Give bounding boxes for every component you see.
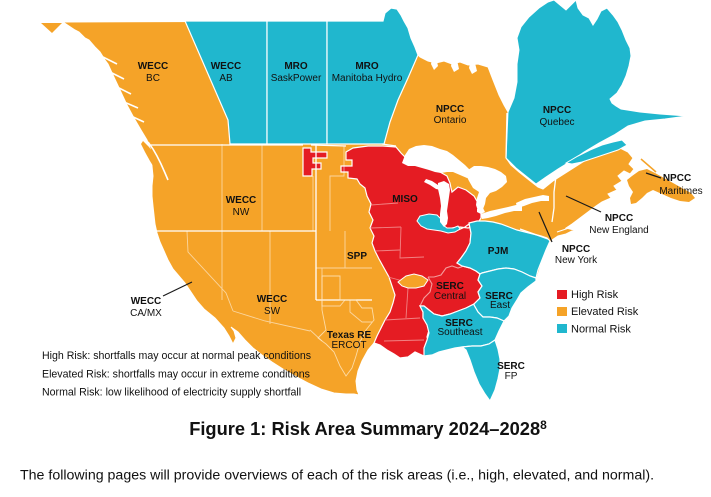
svg-text:East: East bbox=[490, 300, 510, 311]
svg-text:Elevated Risk: shortfalls may: Elevated Risk: shortfalls may occur in e… bbox=[42, 369, 310, 381]
svg-text:PJM: PJM bbox=[488, 246, 509, 257]
svg-text:Manitoba Hydro: Manitoba Hydro bbox=[332, 73, 403, 84]
svg-text:Central: Central bbox=[434, 291, 466, 302]
svg-text:High Risk: shortfalls may occu: High Risk: shortfalls may occur at norma… bbox=[42, 350, 311, 362]
svg-text:BC: BC bbox=[146, 73, 160, 84]
svg-text:The following pages will provi: The following pages will provide overvie… bbox=[20, 468, 654, 484]
svg-text:ERCOT: ERCOT bbox=[332, 340, 367, 351]
svg-text:CA/MX: CA/MX bbox=[130, 308, 162, 319]
svg-text:NPCC: NPCC bbox=[436, 104, 464, 115]
svg-text:NPCC: NPCC bbox=[663, 173, 691, 184]
svg-text:SERC: SERC bbox=[497, 361, 525, 372]
svg-text:NW: NW bbox=[233, 207, 250, 218]
svg-text:WECC: WECC bbox=[211, 61, 242, 72]
svg-text:MRO: MRO bbox=[355, 61, 379, 72]
svg-text:SPP: SPP bbox=[347, 251, 367, 262]
svg-text:MRO: MRO bbox=[284, 61, 308, 72]
svg-text:Normal Risk: Normal Risk bbox=[571, 324, 631, 336]
svg-text:NPCC: NPCC bbox=[562, 244, 590, 255]
svg-text:Maritimes: Maritimes bbox=[659, 186, 702, 197]
svg-text:Quebec: Quebec bbox=[539, 117, 574, 128]
svg-text:WECC: WECC bbox=[226, 195, 257, 206]
svg-text:SW: SW bbox=[264, 306, 281, 317]
svg-text:WECC: WECC bbox=[257, 294, 288, 305]
svg-text:SERC: SERC bbox=[485, 291, 513, 302]
svg-text:New York: New York bbox=[555, 255, 598, 266]
svg-text:Figure 1: Risk Area Summary 20: Figure 1: Risk Area Summary 2024–20288 bbox=[189, 418, 547, 439]
svg-text:NPCC: NPCC bbox=[605, 213, 633, 224]
svg-text:SaskPower: SaskPower bbox=[271, 73, 322, 84]
svg-text:WECC: WECC bbox=[138, 61, 169, 72]
svg-text:FP: FP bbox=[505, 371, 518, 382]
svg-text:Normal Risk: low likelihood of: Normal Risk: low likelihood of electrici… bbox=[42, 387, 301, 399]
svg-text:Southeast: Southeast bbox=[437, 327, 482, 338]
svg-text:Ontario: Ontario bbox=[434, 115, 467, 126]
svg-text:NPCC: NPCC bbox=[543, 105, 571, 116]
svg-text:Texas RE: Texas RE bbox=[327, 330, 372, 341]
svg-text:SERC: SERC bbox=[445, 318, 473, 329]
svg-text:High Risk: High Risk bbox=[571, 289, 619, 301]
svg-text:Elevated Risk: Elevated Risk bbox=[571, 306, 639, 318]
svg-text:New England: New England bbox=[589, 225, 648, 236]
svg-text:SERC: SERC bbox=[436, 281, 464, 292]
svg-text:MISO: MISO bbox=[392, 194, 418, 205]
svg-text:AB: AB bbox=[219, 73, 233, 84]
svg-text:WECC: WECC bbox=[131, 296, 162, 307]
